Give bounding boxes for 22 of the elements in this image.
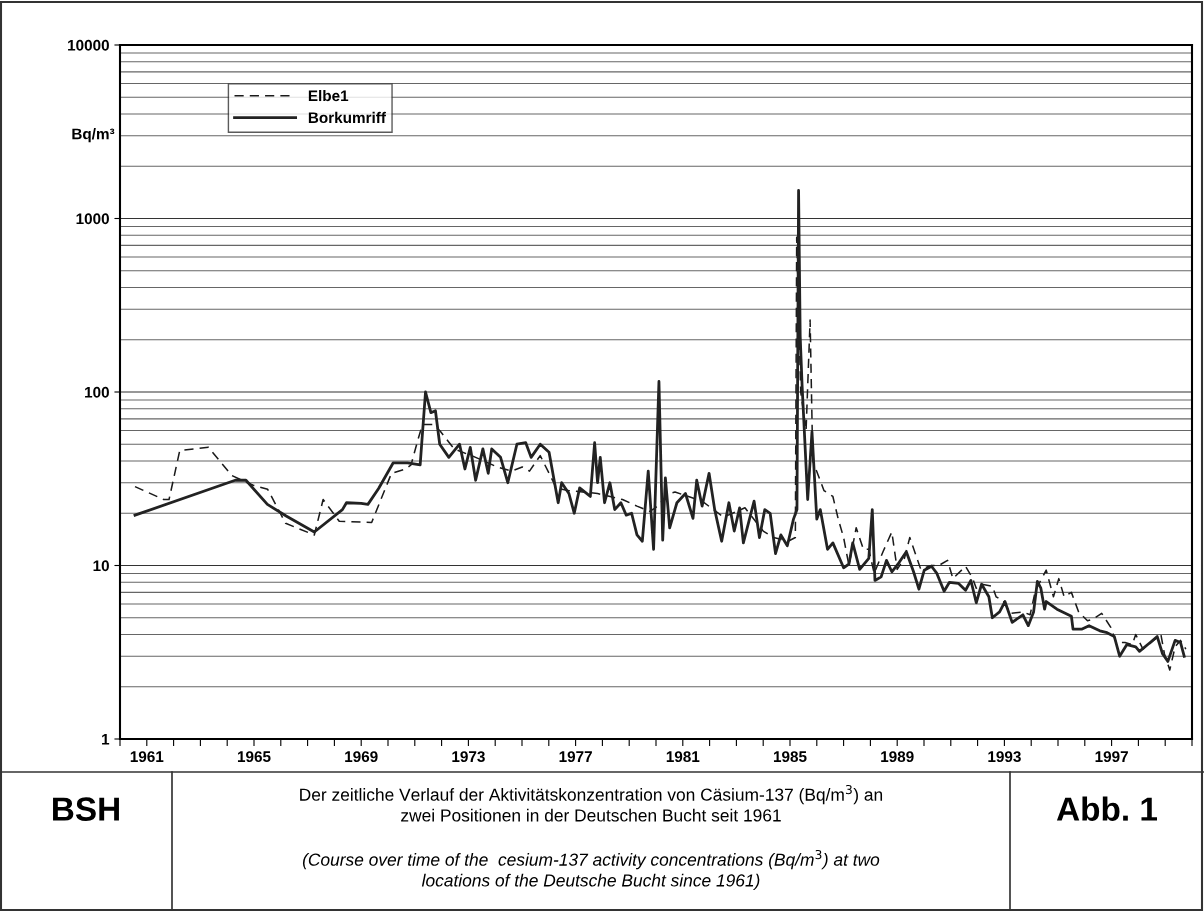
- text: Der zeitliche Verlauf der Aktivitätskonzentration von Cäsium-137 (Bq/m$^{3}$) an zwei Positionen in der Deutschen Bucht seit 1961: [300, 784, 883, 822]
- y-tick-label: 10000: [68, 39, 109, 51]
- x-tick-label: 1973: [452, 751, 485, 763]
- text: BSH: [53, 797, 119, 821]
- x-tick-label: 1997: [1095, 751, 1128, 763]
- y-tick-label: 1000: [76, 213, 109, 225]
- caption: Abb. 1: [1056, 796, 1157, 821]
- x-tick-label: 1977: [559, 751, 592, 763]
- x-tick-label: 1965: [237, 751, 271, 763]
- x-tick-label: 1961: [130, 751, 164, 763]
- y-tick-label: 100: [85, 386, 109, 398]
- y-axis-title: Bq/m³: [72, 128, 115, 143]
- y-tick-label: 1: [102, 734, 110, 745]
- y-tick-label: 10: [93, 560, 109, 572]
- x-tick-label: 1969: [345, 751, 378, 763]
- x-tick-label: 1993: [988, 751, 1021, 763]
- x-tick-label: 1981: [666, 751, 700, 763]
- text: (Course over time of the cesium-137 activity concentrations (Bq/m$^{3}$) at two locations of the Deutsche Bucht since 1961): [302, 849, 880, 891]
- legend-label: Elbe1: [308, 89, 349, 102]
- x-tick-label: 1989: [881, 751, 914, 763]
- x-tick-label: 1985: [773, 751, 807, 763]
- legend-label: Borkumriff: [308, 111, 386, 124]
